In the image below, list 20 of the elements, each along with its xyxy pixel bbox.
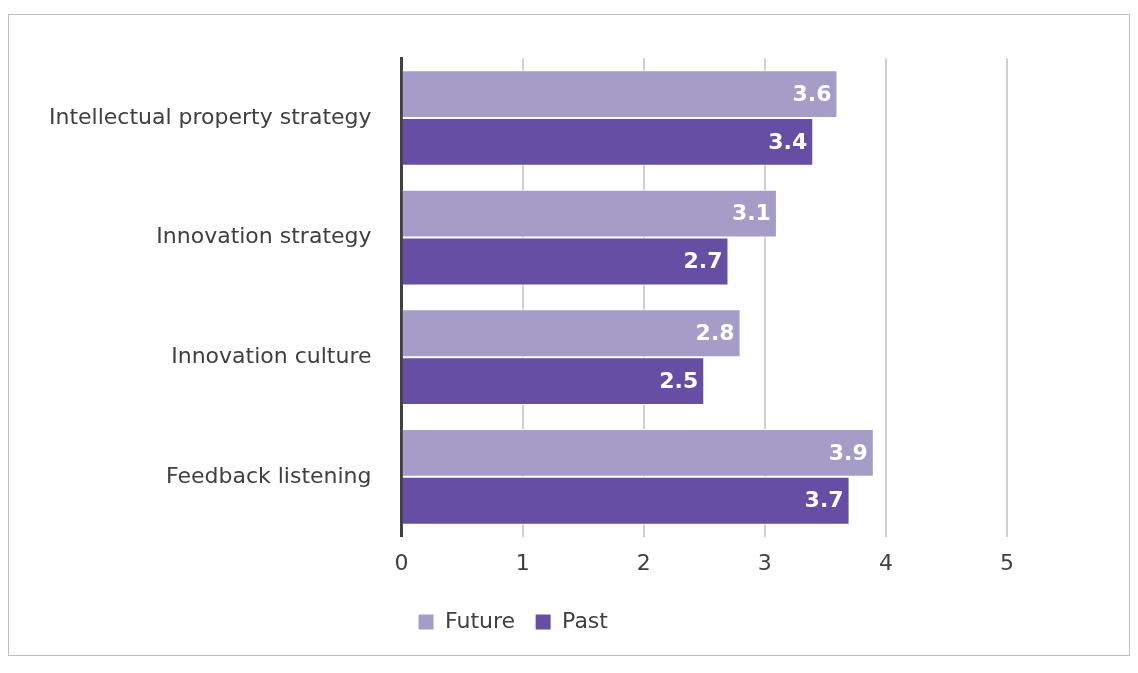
y-tick-label: Innovation culture: [171, 342, 372, 368]
y-tick-label: Feedback listening: [165, 462, 372, 488]
x-tick-label: 2: [636, 549, 651, 575]
data-label: 2.7: [683, 248, 723, 274]
data-label: 3.7: [804, 487, 844, 513]
data-label: 2.8: [695, 320, 735, 345]
x-tick-label: 0: [394, 549, 409, 575]
data-label: 2.5: [659, 367, 699, 393]
legend-label: Future: [445, 607, 516, 633]
data-label: 3.6: [792, 80, 832, 106]
x-tick-label: 5: [1000, 549, 1014, 575]
y-tick-label: Innovation strategy: [156, 223, 372, 249]
y-tick-label: Intellectual property strategy: [48, 103, 372, 129]
x-tick-label: 1: [515, 549, 530, 575]
data-label: 3.4: [768, 128, 808, 154]
x-tick-label: 3: [757, 549, 772, 575]
data-label: 3.9: [828, 439, 868, 465]
legend-label: Past: [562, 607, 609, 633]
data-label: 3.1: [731, 200, 771, 226]
x-tick-label: 4: [878, 549, 893, 575]
